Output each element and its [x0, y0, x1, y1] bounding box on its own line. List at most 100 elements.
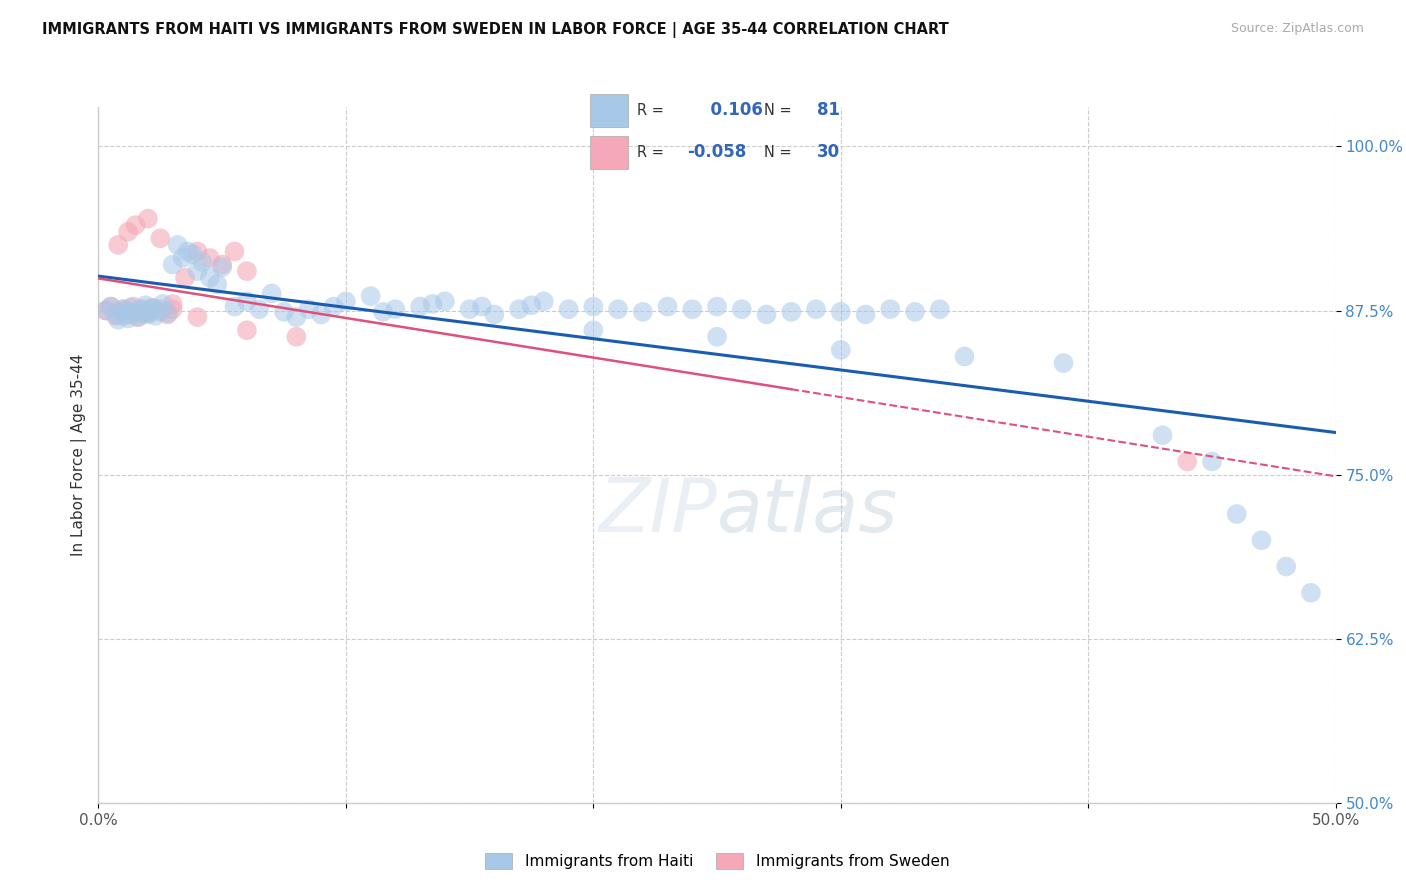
Point — [484, 308, 506, 322]
Point — [1226, 507, 1249, 521]
Point — [94, 303, 117, 318]
Point — [1152, 428, 1174, 442]
Point — [1201, 454, 1223, 468]
Text: N =: N = — [763, 103, 792, 118]
Point — [533, 294, 555, 309]
Text: -0.058: -0.058 — [688, 144, 747, 161]
Text: IMMIGRANTS FROM HAITI VS IMMIGRANTS FROM SWEDEN IN LABOR FORCE | AGE 35-44 CORRE: IMMIGRANTS FROM HAITI VS IMMIGRANTS FROM… — [42, 22, 949, 38]
Point — [360, 289, 382, 303]
Point — [706, 330, 728, 344]
Point — [224, 244, 246, 259]
Text: atlas: atlas — [717, 475, 898, 547]
Point — [236, 323, 259, 337]
Point — [114, 306, 136, 320]
Point — [112, 309, 135, 323]
Point — [211, 260, 233, 275]
Point — [1275, 559, 1298, 574]
Point — [953, 350, 976, 364]
Point — [706, 300, 728, 314]
Point — [471, 300, 494, 314]
FancyBboxPatch shape — [589, 95, 628, 127]
Point — [107, 312, 129, 326]
Point — [191, 255, 214, 269]
Point — [1250, 533, 1272, 548]
Point — [508, 302, 530, 317]
Point — [928, 302, 950, 317]
Legend: Immigrants from Haiti, Immigrants from Sweden: Immigrants from Haiti, Immigrants from S… — [479, 847, 955, 875]
Text: 30: 30 — [817, 144, 839, 161]
Point — [120, 301, 142, 315]
Point — [156, 306, 179, 320]
Point — [804, 302, 827, 317]
Point — [152, 297, 174, 311]
Point — [855, 308, 877, 322]
Point — [149, 231, 172, 245]
Point — [122, 300, 145, 314]
Point — [211, 258, 233, 272]
Point — [149, 305, 172, 319]
Point — [780, 305, 803, 319]
Point — [285, 310, 308, 324]
Point — [298, 302, 321, 317]
Point — [94, 303, 117, 318]
Point — [100, 300, 122, 314]
Point — [117, 308, 139, 322]
Point — [224, 300, 246, 314]
Point — [198, 270, 221, 285]
Point — [879, 302, 901, 317]
Point — [166, 238, 188, 252]
Point — [127, 310, 149, 324]
Point — [1175, 454, 1198, 468]
Point — [176, 244, 198, 259]
Point — [186, 310, 208, 324]
FancyBboxPatch shape — [589, 136, 628, 169]
Text: 81: 81 — [817, 101, 839, 119]
Point — [162, 297, 184, 311]
Point — [132, 302, 155, 317]
Point — [198, 251, 221, 265]
Y-axis label: In Labor Force | Age 35-44: In Labor Force | Age 35-44 — [72, 354, 87, 556]
Point — [904, 305, 927, 319]
Point — [236, 294, 259, 309]
Point — [371, 305, 394, 319]
Point — [142, 301, 165, 315]
Point — [681, 302, 703, 317]
Point — [142, 301, 165, 315]
Point — [285, 330, 308, 344]
Point — [458, 302, 481, 317]
Point — [335, 294, 357, 309]
Point — [136, 306, 159, 320]
Point — [582, 300, 605, 314]
Point — [186, 264, 208, 278]
Point — [273, 305, 295, 319]
Point — [657, 300, 679, 314]
Point — [104, 309, 127, 323]
Text: R =: R = — [637, 145, 664, 160]
Point — [112, 302, 135, 317]
Point — [100, 300, 122, 314]
Point — [1052, 356, 1074, 370]
Point — [422, 297, 444, 311]
Text: Source: ZipAtlas.com: Source: ZipAtlas.com — [1230, 22, 1364, 36]
Point — [136, 308, 159, 322]
Point — [520, 298, 543, 312]
Point — [236, 264, 259, 278]
Text: 0.106: 0.106 — [699, 101, 762, 119]
Point — [830, 343, 852, 357]
Point — [260, 286, 283, 301]
Point — [124, 305, 146, 319]
Point — [755, 308, 778, 322]
Point — [384, 302, 406, 317]
Point — [132, 306, 155, 320]
Point — [117, 311, 139, 326]
Point — [309, 308, 332, 322]
Point — [162, 258, 184, 272]
Point — [174, 270, 197, 285]
Point — [433, 294, 456, 309]
Point — [129, 302, 152, 317]
Point — [186, 244, 208, 259]
Point — [1299, 586, 1322, 600]
Point — [631, 305, 654, 319]
Point — [112, 302, 135, 317]
Text: ZIP: ZIP — [599, 475, 717, 547]
